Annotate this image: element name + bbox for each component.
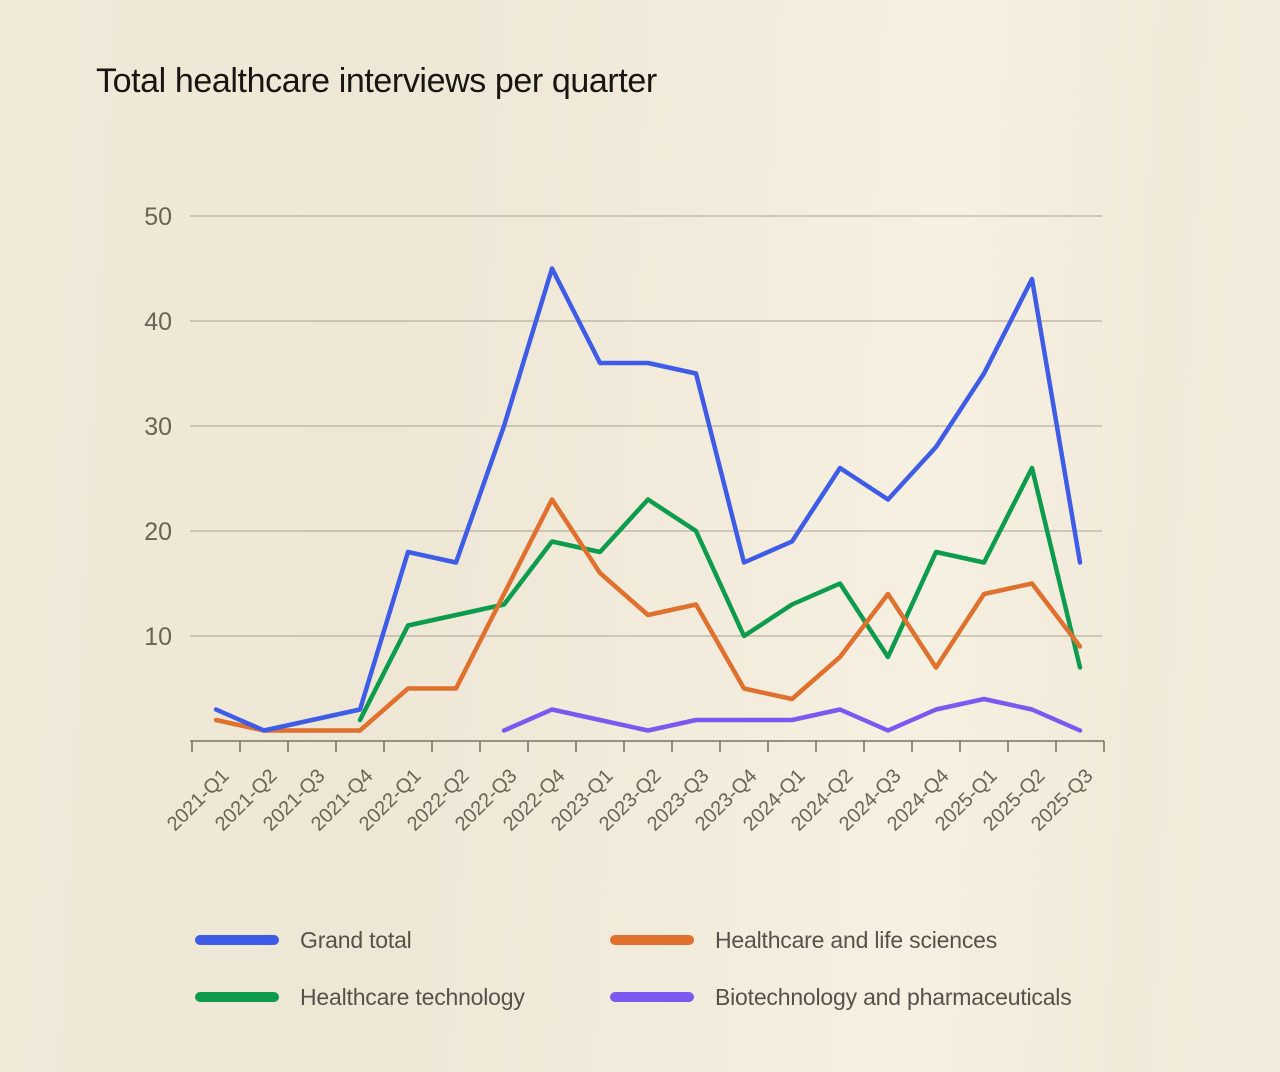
y-tick-label: 10 [144, 623, 172, 651]
series-line-healthcare-and-life-sciences [213, 497, 1083, 733]
legend-label-biotechnology-pharmaceuticals: Biotechnology and pharmaceuticals [715, 983, 1072, 1010]
y-tick-label: 40 [144, 308, 172, 336]
legend-label-healthcare-technology: Healthcare technology [300, 983, 525, 1010]
series-line-biotechnology-and-pharmaceuticals [501, 696, 1083, 733]
legend-item-healthcare-technology: Healthcare technology [195, 983, 525, 1010]
legend-item-healthcare-life-sciences: Healthcare and life sciences [610, 926, 998, 953]
chart-title: Total healthcare interviews per quarter [96, 62, 657, 100]
legend-swatch-grand-total [195, 935, 279, 945]
legend-label-healthcare-life-sciences: Healthcare and life sciences [715, 926, 998, 953]
y-tick-label: 50 [144, 203, 172, 231]
line-chart: 10203040502021-Q12021-Q22021-Q32021-Q420… [144, 203, 1105, 836]
legend-swatch-biotechnology-pharmaceuticals [610, 992, 694, 1002]
series-line-healthcare-technology [357, 465, 1083, 723]
legend-swatch-healthcare-life-sciences [610, 935, 694, 945]
y-tick-label: 30 [144, 413, 172, 441]
y-tick-label: 20 [144, 518, 172, 546]
legend-item-grand-total: Grand total [195, 926, 412, 953]
legend-swatch-healthcare-technology [195, 992, 279, 1002]
legend-label-grand-total: Grand total [300, 926, 412, 953]
series-line-grand-total [213, 266, 1083, 733]
legend-item-biotechnology-pharmaceuticals: Biotechnology and pharmaceuticals [610, 983, 1072, 1010]
